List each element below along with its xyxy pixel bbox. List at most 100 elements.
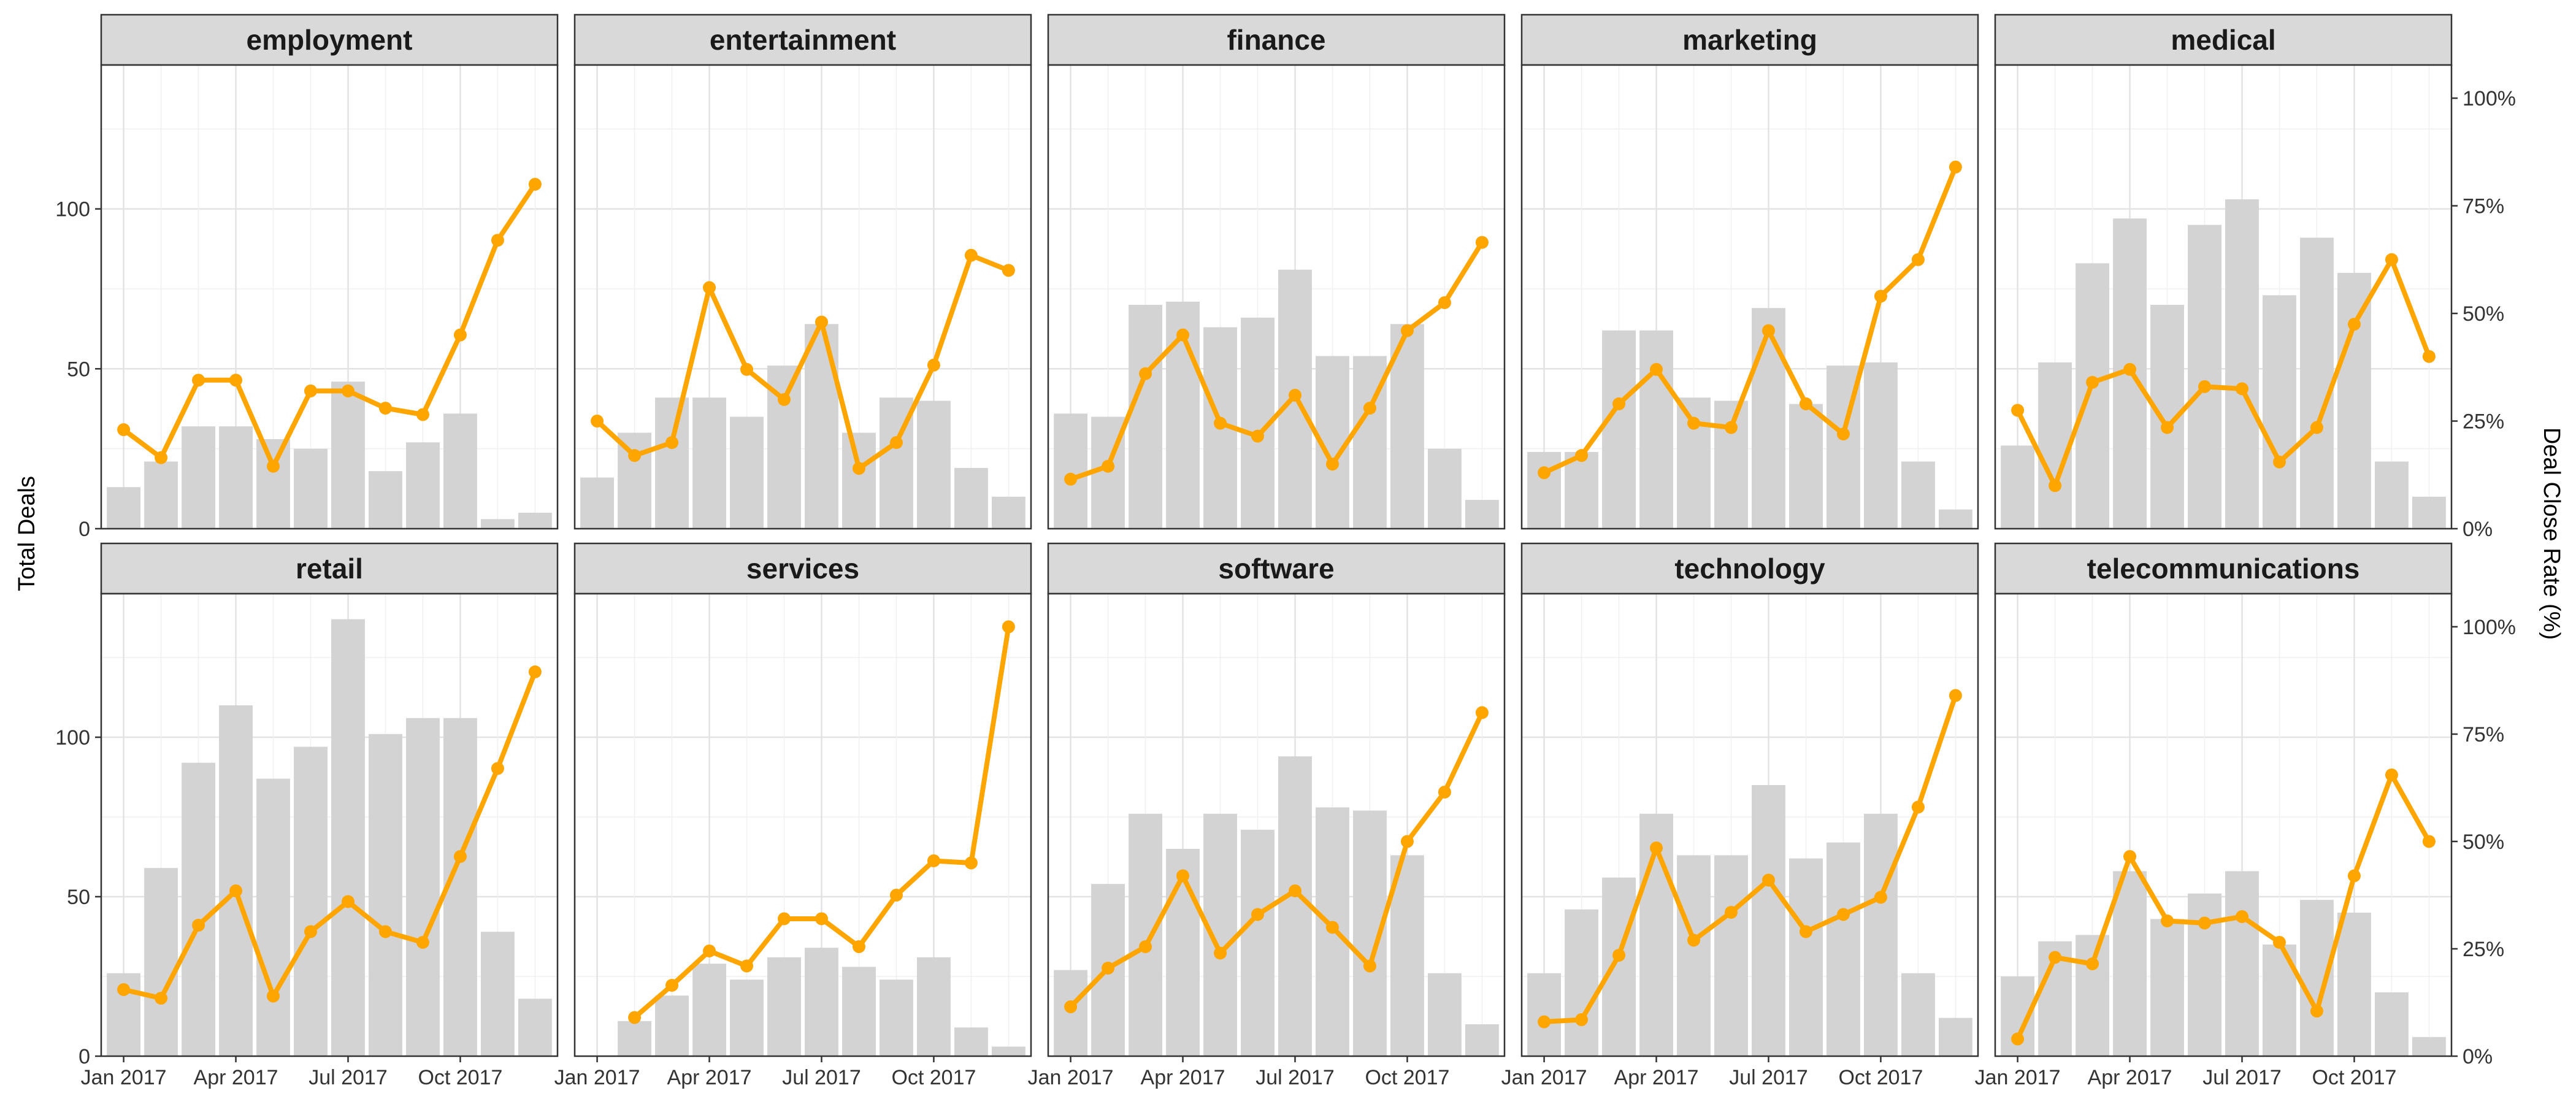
bars: [1527, 308, 1972, 529]
bar-2017-05: [256, 778, 290, 1056]
y-right-tick-label: 75%: [2463, 195, 2504, 218]
rate-point-2017-05: [740, 362, 754, 376]
rate-point-2017-04: [1650, 841, 1663, 854]
rate-point-2017-09: [416, 935, 429, 949]
rate-point-2017-04: [703, 281, 716, 294]
rate-point-2017-03: [192, 374, 205, 387]
y-right-axis-title: Deal Close Rate (%): [2539, 427, 2564, 640]
rate-point-2017-10: [927, 358, 940, 372]
rate-point-2017-05: [1687, 933, 1701, 947]
panel-border: [100, 592, 559, 1057]
rate-point-2017-10: [1400, 835, 1414, 848]
rate-points: [1064, 236, 1489, 486]
bar-2017-11: [2374, 992, 2409, 1056]
rate-points: [628, 620, 1015, 1024]
bar-2017-05: [2150, 919, 2184, 1056]
rate-point-2017-08: [2272, 935, 2286, 949]
bar-2017-08: [1789, 858, 1823, 1056]
rate-point-2017-04: [2123, 362, 2137, 376]
rate-point-2017-07: [1761, 873, 1775, 887]
y-right-tick-label: 100%: [2463, 616, 2516, 639]
rate-point-2017-09: [1836, 427, 1850, 441]
rate-points: [117, 665, 542, 1005]
bar-2017-07: [1752, 308, 1785, 529]
rate-point-2017-01: [1538, 466, 1551, 480]
bar-2017-04: [692, 397, 726, 529]
rate-point-2017-02: [2049, 951, 2062, 964]
bars: [1054, 756, 1499, 1056]
x-tick-label: Jan 2017: [1028, 1066, 1114, 1089]
rate-point-2017-01: [1538, 1015, 1551, 1029]
bar-2017-04: [219, 426, 253, 529]
rate-point-2017-06: [778, 393, 791, 406]
rate-point-2017-09: [416, 408, 429, 421]
rate-point-2017-12: [2422, 350, 2436, 363]
panel-strip: [1994, 13, 2453, 66]
panel-entertainment: entertainment: [573, 13, 1032, 530]
panel-border: [1047, 64, 1506, 530]
rate-line: [594, 253, 1011, 471]
rate-point-2017-03: [1139, 940, 1152, 953]
rate-point-2017-04: [1650, 362, 1663, 376]
rate-point-2017-06: [304, 925, 318, 938]
rate-point-2017-10: [2347, 318, 2361, 331]
rate-point-2017-12: [1475, 706, 1489, 719]
rate-point-2017-03: [2086, 957, 2099, 970]
panels-layer: employment entertainment finance marketing m…: [100, 13, 2453, 1057]
rate-point-2017-08: [378, 925, 392, 938]
rate-point-2017-07: [1288, 884, 1301, 897]
bar-2017-06: [2188, 224, 2221, 529]
y-left-tick-label: 50: [67, 886, 90, 909]
bar-2017-01: [1527, 451, 1562, 529]
x-tick-label: Jul 2017: [2202, 1066, 2282, 1089]
bar-2017-04: [692, 964, 726, 1056]
panel-border: [1520, 592, 1979, 1057]
rate-point-2017-08: [1799, 397, 1812, 410]
bar-2017-10: [443, 413, 477, 529]
rate-point-2017-02: [1102, 961, 1115, 975]
rate-point-2017-01: [1064, 472, 1078, 486]
bar-2017-02: [144, 461, 178, 529]
panel-services: services: [573, 542, 1032, 1057]
bar-2017-08: [369, 734, 402, 1056]
rate-point-2017-11: [2385, 253, 2398, 266]
bar-2017-07: [1752, 785, 1785, 1056]
y-right-tick-label: 50%: [2463, 302, 2504, 326]
rate-points: [1538, 689, 1962, 1029]
rate-point-2017-07: [341, 895, 355, 908]
bar-2017-11: [954, 467, 988, 529]
rate-point-2017-06: [1251, 908, 1265, 921]
panel-title: entertainment: [710, 24, 896, 56]
bar-2017-12: [518, 999, 552, 1056]
panel-title: marketing: [1682, 24, 1817, 56]
x-tick-label: Jan 2017: [1975, 1066, 2061, 1089]
rate-point-2017-07: [815, 315, 828, 329]
panel-strip: [1520, 13, 1979, 66]
bar-2017-07: [805, 948, 838, 1056]
rate-point-2017-10: [1874, 891, 1887, 904]
rate-point-2017-04: [703, 944, 716, 957]
rate-point-2017-10: [927, 854, 940, 867]
bar-2017-03: [1602, 877, 1636, 1056]
rate-point-2017-12: [2422, 835, 2436, 848]
panel-border: [573, 64, 1032, 530]
rate-point-2017-06: [2198, 380, 2212, 393]
bar-2017-04: [1639, 330, 1673, 529]
rate-point-2017-12: [528, 665, 542, 678]
bar-2017-04: [1166, 849, 1200, 1056]
rate-point-2017-09: [2310, 1004, 2323, 1018]
rate-line: [1541, 692, 1958, 1024]
bar-2017-06: [1714, 855, 1748, 1056]
bar-2017-01: [580, 477, 615, 529]
x-tick-label: Oct 2017: [1838, 1066, 1923, 1089]
bar-2017-11: [2374, 461, 2409, 529]
rate-point-2017-01: [117, 983, 131, 996]
y-left-tick-label: 100: [55, 726, 90, 749]
x-tick-label: Oct 2017: [418, 1066, 502, 1089]
rate-point-2017-06: [778, 912, 791, 926]
rate-point-2017-09: [889, 436, 903, 450]
x-tick-label: Jan 2017: [81, 1066, 167, 1089]
rate-point-2017-11: [1438, 296, 1451, 309]
panel-background: [575, 594, 1031, 1056]
bars: [1054, 269, 1499, 529]
